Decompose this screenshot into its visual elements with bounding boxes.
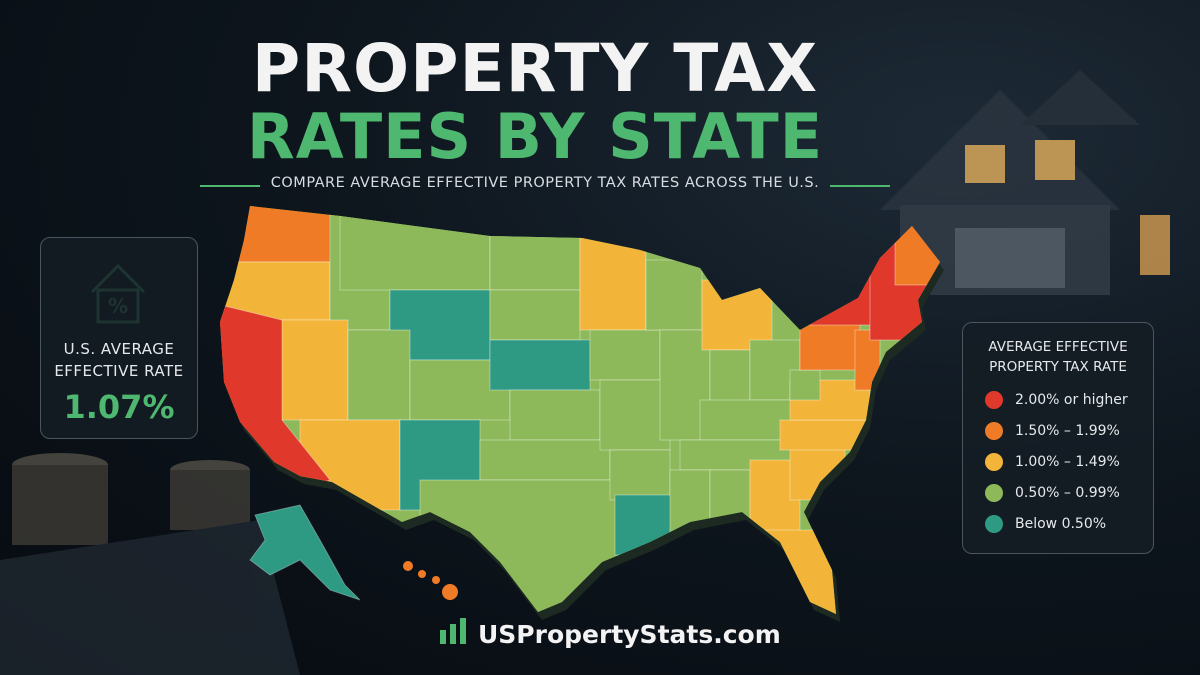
divider [200,185,260,187]
legend-title-line: AVERAGE EFFECTIVE [988,339,1128,355]
house-illustration [880,70,1170,295]
legend-label: 0.50% – 0.99% [1015,485,1120,501]
state-region [432,576,440,584]
state-region [509,389,601,441]
legend-swatch [985,515,1003,533]
state-region [418,570,426,578]
brand-icon [440,618,466,644]
state-region [489,229,581,291]
divider [830,185,890,187]
state-region [249,504,361,601]
legend-label: 1.50% – 1.99% [1015,423,1120,439]
legend-swatch [985,453,1003,471]
state-region [609,449,671,501]
legend-label: Below 0.50% [1015,516,1107,532]
title-line: RATES BY STATE [246,100,824,173]
state-region [403,561,413,571]
coins-illustration [0,453,300,675]
legend-item: 1.50% – 1.99% [985,420,1120,442]
legend: AVERAGE EFFECTIVE PROPERTY TAX RATE 2.00… [962,322,1154,554]
state-region [220,206,341,263]
state-region [645,259,703,331]
stat-label-line: U.S. AVERAGE [63,340,175,358]
state-region [279,319,349,421]
legend-item: 0.50% – 0.99% [985,482,1120,504]
legend-title: AVERAGE EFFECTIVE PROPERTY TAX RATE [963,337,1153,377]
legend-item: Below 0.50% [985,513,1106,535]
state-region [489,339,591,391]
legend-swatch [985,391,1003,409]
legend-label: 1.00% – 1.49% [1015,454,1120,470]
state-region [589,329,661,381]
state-region [579,229,647,331]
state-region [789,369,821,401]
state-region [799,319,861,371]
legend-label: 2.00% or higher [1015,392,1128,408]
legend-swatch [985,484,1003,502]
legend-swatch [985,422,1003,440]
stat-label: U.S. AVERAGE EFFECTIVE RATE [41,338,197,382]
stat-card: U.S. AVERAGE EFFECTIVE RATE 1.07% [40,237,198,439]
brand: USPropertyStats.com [478,620,781,649]
stat-label-line: EFFECTIVE RATE [54,362,184,380]
state-region [709,469,751,541]
legend-title-line: PROPERTY TAX RATE [989,359,1127,375]
state-region [489,289,581,341]
state-region [339,206,491,291]
legend-item: 1.00% – 1.49% [985,451,1120,473]
title-line: PROPERTY TAX [251,30,819,107]
stat-value: 1.07% [63,388,175,426]
state-region [739,529,841,614]
state-region [599,379,671,451]
state-region [442,584,458,600]
state-region [479,439,611,481]
subtitle: COMPARE AVERAGE EFFECTIVE PROPERTY TAX R… [270,175,820,191]
us-map [220,206,944,622]
legend-item: 2.00% or higher [985,389,1128,411]
state-region [347,329,411,421]
